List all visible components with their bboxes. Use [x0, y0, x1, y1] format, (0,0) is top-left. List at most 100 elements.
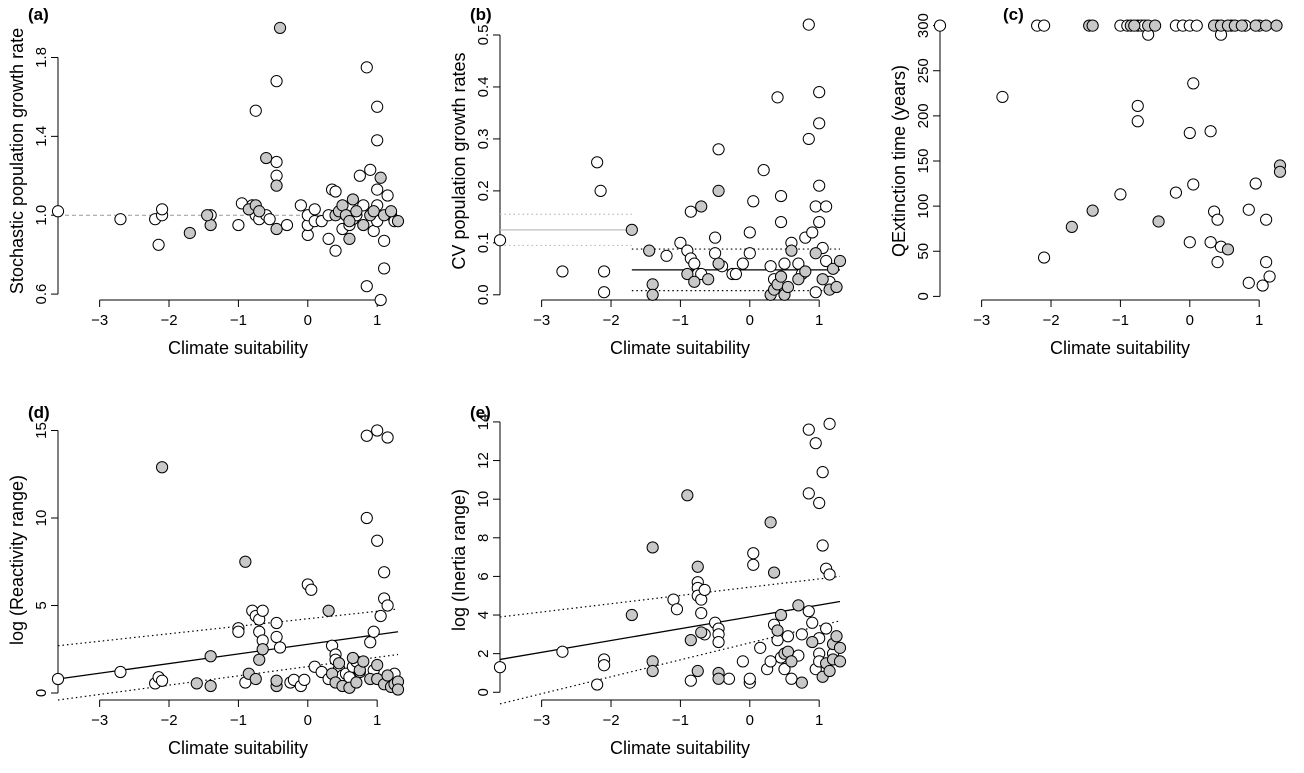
open-point: [360, 429, 373, 442]
open-point: [378, 262, 391, 275]
open-point: [820, 622, 833, 635]
filled-point: [1249, 19, 1262, 32]
x-tick-label: −1: [672, 712, 689, 729]
filled-point: [646, 288, 659, 301]
y-tick-label: 12: [475, 452, 492, 469]
filled-point: [350, 205, 363, 218]
open-point: [1263, 270, 1276, 283]
panel-label: (a): [28, 5, 49, 24]
filled-point: [771, 624, 784, 637]
open-point: [155, 203, 169, 216]
open-point: [597, 659, 611, 672]
open-point: [322, 232, 335, 245]
y-axis-title: QExtinction time (years): [889, 65, 909, 257]
x-tick-label: 1: [1255, 312, 1263, 329]
open-point: [802, 423, 815, 436]
filled-point: [346, 193, 359, 206]
y-tick-label: 5: [33, 601, 50, 609]
x-tick-label: 1: [815, 712, 823, 729]
open-point: [360, 280, 373, 293]
filled-point: [646, 541, 659, 554]
y-tick-label: 300: [915, 13, 932, 38]
open-point: [709, 231, 722, 244]
open-point: [698, 583, 711, 597]
x-tick-label: 0: [1186, 312, 1194, 329]
filled-point: [201, 209, 214, 222]
filled-point: [691, 560, 704, 573]
filled-point: [1086, 204, 1099, 217]
filled-point: [695, 200, 708, 213]
y-axis-title: CV population growth rates: [449, 52, 469, 269]
x-tick-label: −2: [602, 312, 619, 329]
open-point: [743, 226, 756, 239]
open-point: [1131, 99, 1144, 113]
open-point: [1256, 279, 1269, 292]
open-point: [1037, 251, 1051, 264]
open-point: [1260, 255, 1273, 269]
x-tick-label: −2: [160, 712, 177, 729]
filled-point: [270, 179, 283, 192]
open-point: [795, 628, 808, 641]
filled-point: [357, 218, 370, 232]
open-point: [280, 218, 294, 232]
filled-point: [774, 270, 788, 283]
open-point: [329, 244, 342, 257]
filled-point: [688, 275, 701, 288]
open-point: [823, 417, 836, 430]
y-tick-label: 0.6: [33, 284, 50, 305]
filled-point: [1128, 19, 1141, 32]
ci-lower-line: [57, 653, 399, 701]
filled-point: [625, 608, 638, 622]
x-axis-title: Climate suitability: [168, 338, 308, 358]
open-point: [1183, 126, 1196, 140]
filled-point: [273, 21, 287, 35]
open-point: [670, 603, 684, 616]
open-point: [51, 205, 65, 218]
open-point: [823, 568, 836, 581]
filled-point: [1260, 19, 1273, 32]
open-point: [813, 117, 826, 130]
open-point: [378, 566, 391, 579]
open-point: [802, 132, 815, 146]
filled-point: [204, 650, 217, 663]
open-point: [273, 641, 287, 654]
open-point: [353, 169, 366, 182]
open-point: [371, 534, 384, 547]
filled-point: [684, 634, 697, 647]
filled-point: [833, 655, 847, 668]
x-tick-label: 0: [304, 712, 312, 729]
filled-point: [833, 254, 847, 268]
filled-point: [384, 205, 398, 218]
open-point: [51, 672, 65, 686]
open-point: [308, 203, 321, 216]
open-point: [594, 184, 607, 197]
y-tick-label: 10: [475, 491, 492, 508]
filled-point: [625, 223, 638, 236]
x-tick-label: 1: [373, 712, 381, 729]
open-point: [371, 183, 384, 196]
open-point: [232, 625, 245, 638]
open-point: [294, 199, 307, 212]
open-point: [591, 156, 604, 169]
open-point: [556, 265, 569, 278]
open-point: [712, 635, 725, 649]
filled-point: [643, 244, 656, 257]
open-point: [371, 424, 384, 437]
panel-c: (c) 0 50 100 150 200 250 300 −3 −2 −1 0 1 Climate sui…: [889, 5, 1287, 358]
filled-point: [816, 273, 829, 286]
filled-point: [830, 630, 843, 643]
open-point: [114, 665, 127, 679]
open-point: [809, 437, 822, 450]
open-point: [371, 134, 384, 147]
x-tick-label: −1: [1112, 312, 1129, 329]
y-tick-label: 2: [475, 649, 492, 657]
y-tick-label: 250: [915, 58, 932, 83]
y-axis-title: log (Inertia range): [449, 489, 469, 631]
filled-point: [646, 664, 659, 678]
filled-point: [767, 566, 781, 579]
y-tick-label: 14: [475, 414, 492, 431]
y-tick-label: 0.0: [475, 284, 492, 305]
open-point: [1204, 236, 1217, 249]
open-point: [591, 678, 604, 691]
filled-point: [350, 676, 363, 689]
